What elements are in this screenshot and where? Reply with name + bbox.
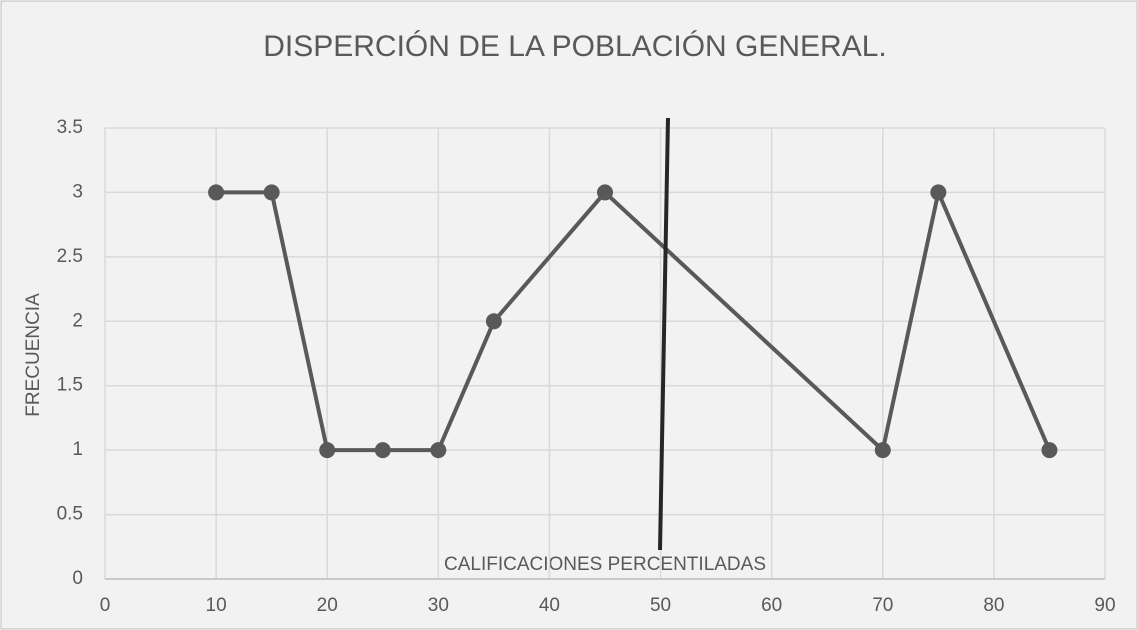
x-tick-label: 0 [100,595,111,616]
x-tick-label: 50 [650,595,671,616]
data-point [597,184,613,201]
x-tick-label: 10 [206,595,227,616]
x-tick-label: 60 [761,595,782,616]
series-line [216,185,1052,454]
x-tick-label: 40 [539,595,560,616]
data-point [263,184,280,201]
data-point [485,313,502,330]
data-point [374,442,391,459]
data-point [430,442,447,459]
y-tick-label: 1 [72,439,83,460]
data-point [319,442,336,459]
data-point [208,184,225,201]
y-tick-label: 3 [72,181,83,202]
x-tick-label: 30 [428,595,449,616]
data-point [930,184,947,201]
data-point [1041,442,1058,459]
x-axis-label: CALIFICACIONES PERCENTILADAS [444,554,766,575]
chart-title: DISPERCIÓN DE LA POBLACIÓN GENERAL. [263,30,887,63]
x-tick-label: 70 [872,595,893,616]
y-axis-label: FRECUENCIA [23,293,44,417]
y-tick-label: 3.5 [57,117,83,138]
data-point [874,442,891,459]
y-tick-label: 0.5 [57,504,83,525]
x-tick-label: 80 [983,595,1004,616]
x-tick-label: 90 [1094,595,1115,616]
x-tick-label: 20 [317,595,338,616]
y-tick-label: 2 [72,310,83,331]
plot-area: 0 0.5 1 1.5 2 2.5 3 3.5 0 10 20 30 40 50 60 70 80 90 [57,117,1116,616]
y-tick-label: 0 [72,568,83,589]
y-tick-label: 1.5 [57,375,83,396]
annotation-line [658,117,670,551]
y-tick-label: 2.5 [57,246,83,267]
